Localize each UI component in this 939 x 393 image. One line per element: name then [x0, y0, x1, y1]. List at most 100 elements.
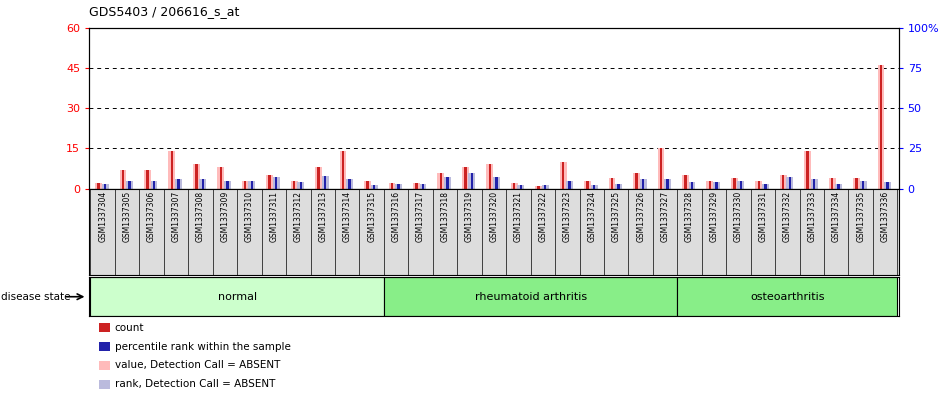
Bar — [566, 180, 573, 189]
Bar — [562, 162, 564, 189]
Text: GSM1337335: GSM1337335 — [856, 191, 865, 242]
Bar — [90, 277, 384, 316]
Bar — [269, 175, 270, 189]
Bar — [397, 184, 400, 189]
Text: GSM1337325: GSM1337325 — [611, 191, 621, 242]
Bar — [591, 185, 597, 189]
Bar — [829, 178, 836, 189]
Bar — [560, 162, 566, 189]
Bar — [880, 65, 883, 189]
Bar — [384, 277, 677, 316]
Bar — [389, 183, 395, 189]
Text: GSM1337333: GSM1337333 — [808, 191, 816, 242]
Text: osteoarthritis: osteoarthritis — [750, 292, 824, 302]
Bar — [126, 180, 133, 189]
Bar — [122, 170, 124, 189]
Bar — [217, 167, 224, 189]
Bar — [542, 185, 548, 189]
Bar — [642, 179, 644, 189]
Bar — [737, 180, 745, 189]
Bar — [511, 183, 517, 189]
Bar — [758, 180, 760, 189]
Bar — [657, 148, 665, 189]
Bar — [677, 277, 898, 316]
Bar — [317, 167, 320, 189]
Bar — [639, 179, 647, 189]
Bar — [733, 178, 735, 189]
Bar — [755, 180, 762, 189]
Bar — [855, 178, 858, 189]
Bar — [316, 167, 322, 189]
Bar — [275, 177, 278, 189]
Bar — [324, 176, 327, 189]
Bar — [373, 185, 376, 189]
Bar — [789, 177, 791, 189]
Bar — [493, 177, 500, 189]
Bar — [740, 180, 742, 189]
Text: GSM1337318: GSM1337318 — [440, 191, 450, 242]
Bar — [244, 180, 246, 189]
Text: GDS5403 / 206616_s_at: GDS5403 / 206616_s_at — [89, 5, 239, 18]
Bar — [838, 184, 839, 189]
Bar — [513, 183, 516, 189]
Bar — [804, 151, 811, 189]
Bar — [688, 182, 696, 189]
Bar — [586, 180, 589, 189]
Bar — [220, 167, 222, 189]
Text: GSM1337324: GSM1337324 — [587, 191, 596, 242]
Bar — [340, 151, 346, 189]
Bar — [371, 185, 377, 189]
Bar — [226, 180, 228, 189]
Bar — [813, 179, 815, 189]
Bar — [192, 164, 200, 189]
Bar — [660, 148, 662, 189]
Text: GSM1337316: GSM1337316 — [392, 191, 401, 242]
Bar — [422, 184, 424, 189]
Bar — [464, 167, 467, 189]
Bar — [168, 151, 176, 189]
Bar — [129, 180, 131, 189]
Bar — [462, 167, 469, 189]
Bar — [537, 186, 540, 189]
Bar — [544, 185, 546, 189]
Text: disease state: disease state — [1, 292, 70, 302]
Bar — [486, 164, 493, 189]
Text: value, Detection Call = ABSENT: value, Detection Call = ABSENT — [115, 360, 280, 371]
Bar — [342, 151, 345, 189]
Bar — [682, 175, 689, 189]
Bar — [488, 164, 491, 189]
Bar — [348, 179, 351, 189]
Bar — [862, 180, 865, 189]
Bar — [878, 65, 885, 189]
Bar — [95, 183, 102, 189]
Bar — [202, 179, 204, 189]
Text: GSM1337331: GSM1337331 — [759, 191, 767, 242]
Text: GSM1337320: GSM1337320 — [489, 191, 499, 242]
Bar — [469, 173, 475, 189]
Text: GSM1337315: GSM1337315 — [367, 191, 377, 242]
Bar — [860, 180, 867, 189]
Bar — [322, 176, 329, 189]
Bar — [249, 180, 255, 189]
Text: GSM1337334: GSM1337334 — [832, 191, 840, 242]
Bar — [346, 179, 353, 189]
Text: GSM1337326: GSM1337326 — [636, 191, 645, 242]
Bar — [685, 175, 686, 189]
Bar — [104, 184, 106, 189]
Bar — [395, 184, 402, 189]
Bar — [413, 183, 420, 189]
Bar — [366, 180, 369, 189]
Bar — [886, 182, 889, 189]
Text: GSM1337306: GSM1337306 — [147, 191, 156, 242]
Bar — [98, 183, 100, 189]
Text: GSM1337329: GSM1337329 — [710, 191, 718, 242]
Text: GSM1337312: GSM1337312 — [294, 191, 302, 242]
Bar — [298, 182, 304, 189]
Bar — [267, 175, 273, 189]
Bar — [391, 183, 393, 189]
Bar — [364, 180, 371, 189]
Bar — [144, 170, 151, 189]
Bar — [415, 183, 418, 189]
Text: percentile rank within the sample: percentile rank within the sample — [115, 342, 290, 352]
Text: GSM1337327: GSM1337327 — [661, 191, 670, 242]
